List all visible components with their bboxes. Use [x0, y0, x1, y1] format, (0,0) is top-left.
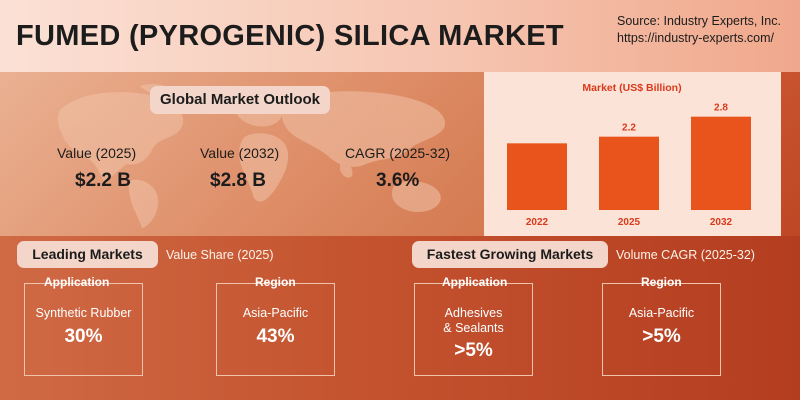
- metric-label-value-2032: Value (2032): [200, 145, 280, 161]
- fastest-region-name: Asia-Pacific: [628, 306, 695, 320]
- market-bar-chart: Market (US$ Billion) 2022 2.2 2025 2.8 2032: [507, 82, 751, 228]
- source-credit: Source: Industry Experts, Inc. https://i…: [617, 13, 781, 47]
- leading-application-label: Application: [44, 275, 110, 289]
- fastest-application-value: >5%: [454, 340, 493, 361]
- fastest-application-name-line2: & Sealants: [443, 321, 504, 335]
- x-tick-2025: 2025: [618, 217, 641, 228]
- chart-title: Market (US$ Billion): [582, 82, 681, 94]
- outlook-label: Global Market Outlook: [150, 86, 330, 114]
- leading-region-value: 43%: [256, 326, 295, 347]
- leading-markets-subtitle: Value Share (2025): [166, 248, 274, 262]
- leading-region-name: Asia-Pacific: [242, 306, 309, 320]
- bar-2032: [691, 116, 751, 210]
- data-label-2032: 2.8: [714, 103, 728, 114]
- fastest-application-label: Application: [442, 275, 508, 289]
- data-label-2025: 2.2: [622, 123, 636, 134]
- source-url[interactable]: https://industry-experts.com/: [617, 31, 775, 45]
- fastest-region-label: Region: [641, 275, 682, 289]
- fastest-application-box: Adhesives & Sealants >5%: [414, 283, 533, 376]
- leading-application-name: Synthetic Rubber: [35, 306, 132, 320]
- metric-value-cagr: 3.6%: [376, 170, 420, 191]
- x-tick-2022: 2022: [526, 217, 549, 228]
- page-title: FUMED (PYROGENIC) SILICA MARKET: [16, 20, 564, 52]
- leading-application-value: 30%: [64, 326, 103, 347]
- metric-label-value-2025: Value (2025): [57, 145, 137, 161]
- fastest-growing-subtitle: Volume CAGR (2025-32): [616, 248, 755, 262]
- header-banner: FUMED (PYROGENIC) SILICA MARKET Source: …: [0, 0, 800, 72]
- market-chart-panel: Market (US$ Billion) 2022 2.2 2025 2.8 2032: [484, 72, 781, 236]
- metric-label-cagr: CAGR (2025-32): [345, 145, 451, 161]
- leading-markets-label: Leading Markets: [17, 241, 158, 268]
- bar-2025: [599, 136, 659, 210]
- metric-value-2025: $2.2 B: [75, 170, 131, 191]
- fastest-growing-label: Fastest Growing Markets: [412, 241, 608, 268]
- fastest-application-name-line1: Adhesives: [444, 306, 503, 320]
- fastest-region-value: >5%: [642, 326, 681, 347]
- metric-value-2032: $2.8 B: [210, 170, 266, 191]
- leading-region-label: Region: [255, 275, 296, 289]
- leading-application-box: Synthetic Rubber 30%: [24, 283, 143, 376]
- x-tick-2032: 2032: [710, 217, 733, 228]
- bar-2022: [507, 143, 567, 210]
- market-outlook-panel: Global Market Outlook Value (2025) $2.2 …: [0, 72, 484, 236]
- segments-section: Leading Markets Value Share (2025) Faste…: [0, 236, 800, 400]
- world-map-icon: [57, 84, 446, 228]
- source-name: Source: Industry Experts, Inc.: [617, 14, 781, 28]
- leading-region-box: Asia-Pacific 43%: [216, 283, 335, 376]
- fastest-region-box: Asia-Pacific >5%: [602, 283, 721, 376]
